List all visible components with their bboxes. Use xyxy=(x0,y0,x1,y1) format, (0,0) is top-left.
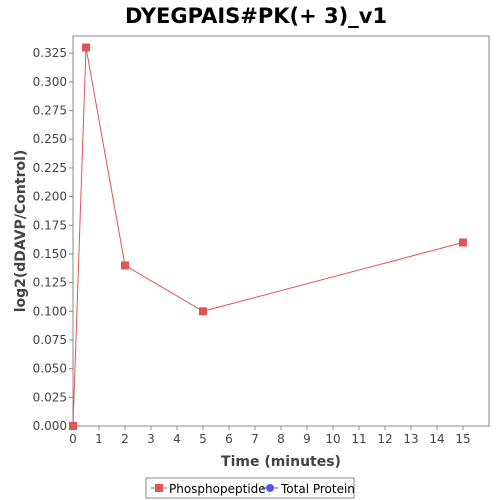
x-tick-label: 9 xyxy=(303,432,311,446)
phosphopeptide-point xyxy=(121,261,129,270)
y-tick-label: 0.150 xyxy=(33,247,67,261)
x-tick-label: 15 xyxy=(455,432,470,446)
x-tick-label: 0 xyxy=(69,432,77,446)
x-tick-label: 8 xyxy=(277,432,285,446)
x-tick-label: 6 xyxy=(225,432,233,446)
y-tick-label: 0.250 xyxy=(33,132,67,146)
x-tick-label: 2 xyxy=(121,432,129,446)
plot-area xyxy=(72,35,490,427)
legend-total-protein-marker xyxy=(266,484,274,492)
legend-phosphopeptide-marker xyxy=(155,484,163,492)
x-axis-label: Time (minutes) xyxy=(221,454,341,470)
y-tick-label: 0.025 xyxy=(33,390,67,404)
legend-box xyxy=(145,477,355,499)
x-tick-label: 3 xyxy=(147,432,155,446)
y-axis-label: log2(dDAVP/Control) xyxy=(13,150,29,313)
legend-phosphopeptide-label: Phosphopeptide xyxy=(169,482,266,496)
phosphopeptide-point xyxy=(69,422,77,430)
y-tick-label: 0.000 xyxy=(33,419,67,433)
phosphopeptide-point xyxy=(459,238,467,247)
y-tick-label: 0.200 xyxy=(33,190,67,204)
y-tick-label: 0.225 xyxy=(33,161,67,175)
x-axis: 0 1 2 3 4 5 6 7 8 9 10 11 12 13 14 15 xyxy=(69,426,471,446)
y-tick-label: 0.100 xyxy=(33,304,67,318)
y-axis: 0.000 0.025 0.050 0.075 0.100 0.125 0.150 0.175… xyxy=(33,46,73,433)
y-tick-label: 0.300 xyxy=(33,75,67,89)
x-tick-label: 12 xyxy=(377,432,392,446)
phosphopeptide-point xyxy=(82,43,90,52)
x-tick-label: 13 xyxy=(403,432,418,446)
y-tick-label: 0.125 xyxy=(33,276,67,290)
y-tick-label: 0.275 xyxy=(33,104,67,118)
y-tick-label: 0.075 xyxy=(33,333,67,347)
x-tick-label: 5 xyxy=(199,432,207,446)
y-tick-label: 0.050 xyxy=(33,362,67,376)
chart-title: DYEGPAIS#PK(+ 3)_v1 xyxy=(125,4,387,28)
series-layer xyxy=(69,43,467,430)
legend: Phosphopeptide Total Protein xyxy=(145,477,355,499)
x-tick-label: 10 xyxy=(325,432,340,446)
legend-total-protein-label: Total Protein xyxy=(280,482,355,496)
x-tick-label: 11 xyxy=(351,432,366,446)
y-tick-label: 0.175 xyxy=(33,218,67,232)
phosphopeptide-point xyxy=(199,307,207,316)
x-tick-label: 1 xyxy=(95,432,103,446)
x-tick-label: 14 xyxy=(429,432,444,446)
y-tick-label: 0.325 xyxy=(33,46,67,60)
x-tick-label: 7 xyxy=(251,432,259,446)
x-tick-label: 4 xyxy=(173,432,181,446)
